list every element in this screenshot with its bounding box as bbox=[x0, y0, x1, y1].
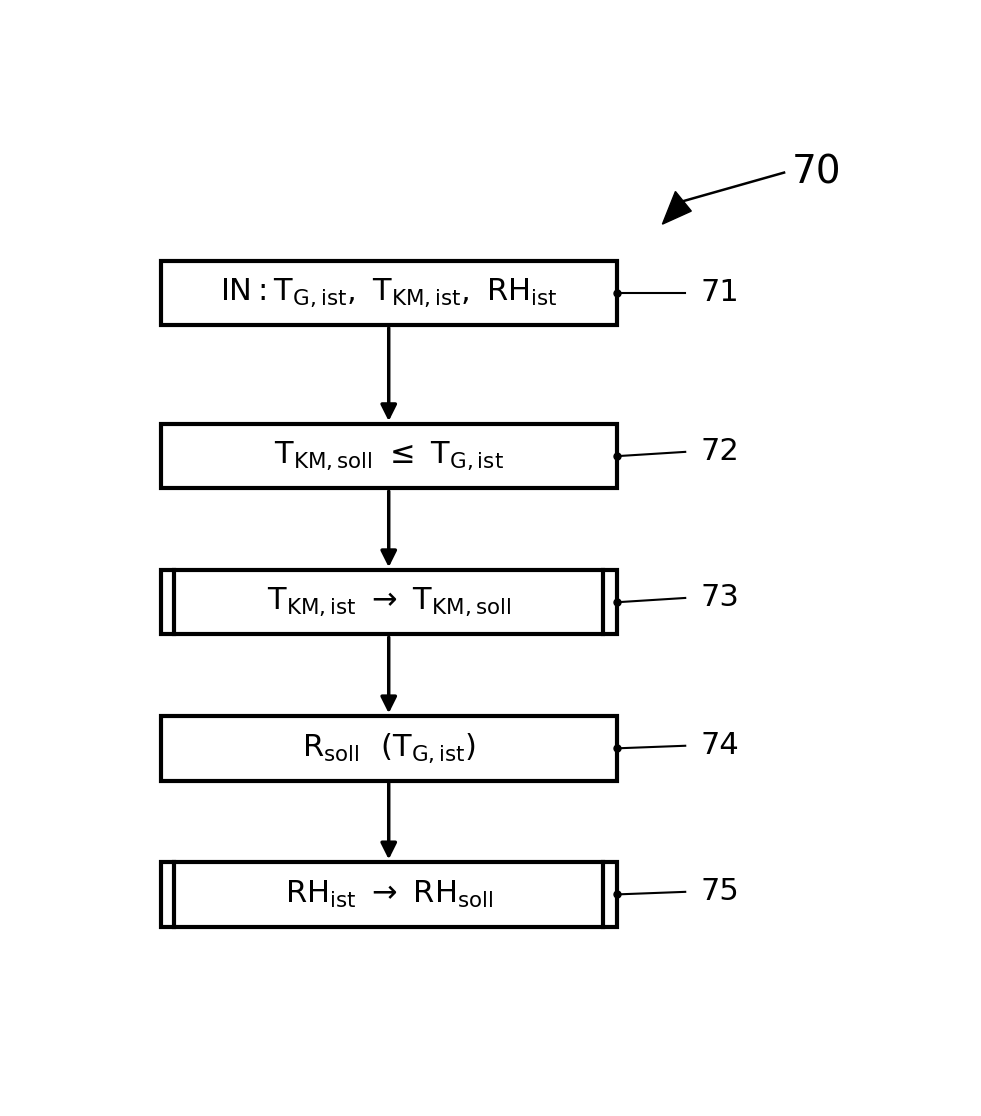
Text: 70: 70 bbox=[792, 154, 842, 192]
Text: $\mathrm{RH}_{\mathrm{ist}}\ \rightarrow\ \mathrm{RH}_{\mathrm{soll}}$: $\mathrm{RH}_{\mathrm{ist}}\ \rightarrow… bbox=[284, 879, 492, 910]
Bar bbox=[161, 863, 617, 926]
Text: 72: 72 bbox=[700, 437, 740, 466]
Bar bbox=[161, 716, 617, 780]
Text: $\mathrm{IN:T}_{\mathrm{G,ist}},\ \mathrm{T}_{\mathrm{KM,ist}},\ \mathrm{RH}_{\m: $\mathrm{IN:T}_{\mathrm{G,ist}},\ \mathr… bbox=[220, 277, 557, 309]
Polygon shape bbox=[662, 192, 692, 224]
Text: $\mathrm{T}_{\mathrm{KM,ist}}\ \rightarrow\ \mathrm{T}_{\mathrm{KM,soll}}$: $\mathrm{T}_{\mathrm{KM,ist}}\ \rightarr… bbox=[267, 586, 511, 618]
Bar bbox=[161, 424, 617, 489]
Text: $\mathrm{T}_{\mathrm{KM,soll}}\ \leq\ \mathrm{T}_{\mathrm{G,ist}}$: $\mathrm{T}_{\mathrm{KM,soll}}\ \leq\ \m… bbox=[274, 440, 503, 472]
Bar bbox=[161, 570, 617, 635]
Text: $\mathrm{R}_{\mathrm{soll}}\ \ (\mathrm{T}_{\mathrm{G,ist}})$: $\mathrm{R}_{\mathrm{soll}}\ \ (\mathrm{… bbox=[302, 732, 476, 764]
Text: 73: 73 bbox=[700, 584, 740, 613]
Text: 71: 71 bbox=[700, 278, 740, 307]
Text: 74: 74 bbox=[700, 731, 740, 760]
Bar bbox=[161, 261, 617, 325]
Text: 75: 75 bbox=[700, 877, 740, 906]
